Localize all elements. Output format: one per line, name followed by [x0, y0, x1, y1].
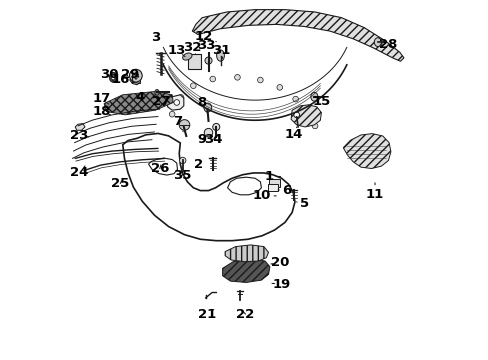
Circle shape [293, 112, 299, 118]
Text: 32: 32 [183, 41, 201, 54]
FancyBboxPatch shape [269, 179, 279, 186]
Text: 29: 29 [121, 68, 139, 81]
Text: 21: 21 [197, 307, 215, 320]
Polygon shape [130, 74, 140, 85]
Text: 25: 25 [111, 177, 129, 190]
Text: 27: 27 [151, 95, 173, 108]
Circle shape [179, 120, 189, 130]
Ellipse shape [216, 50, 224, 61]
Text: 18: 18 [92, 105, 111, 118]
FancyBboxPatch shape [188, 54, 201, 69]
Text: 15: 15 [312, 95, 330, 108]
Circle shape [276, 85, 282, 90]
Circle shape [190, 83, 196, 89]
Polygon shape [104, 91, 173, 115]
Text: 11: 11 [365, 183, 384, 201]
Text: 24: 24 [70, 166, 88, 179]
Text: 10: 10 [252, 189, 276, 202]
Text: 31: 31 [211, 44, 229, 58]
Circle shape [257, 77, 263, 83]
Text: 9: 9 [197, 133, 206, 146]
Text: 30: 30 [100, 68, 119, 81]
Text: 16: 16 [111, 73, 133, 86]
Text: 34: 34 [204, 133, 223, 146]
Polygon shape [75, 123, 85, 130]
Ellipse shape [374, 38, 381, 46]
Text: 1: 1 [264, 170, 280, 183]
Text: 20: 20 [270, 256, 288, 269]
Text: 26: 26 [150, 162, 169, 175]
Text: 2: 2 [194, 158, 212, 171]
Polygon shape [224, 245, 268, 262]
Ellipse shape [183, 53, 192, 60]
Circle shape [212, 123, 219, 130]
Ellipse shape [203, 103, 211, 112]
Text: 28: 28 [379, 38, 397, 51]
Text: 4: 4 [136, 91, 155, 104]
Text: 13: 13 [167, 44, 185, 57]
FancyBboxPatch shape [267, 184, 278, 191]
Text: 6: 6 [278, 184, 291, 197]
Text: 12: 12 [194, 30, 216, 43]
Circle shape [204, 57, 212, 64]
Ellipse shape [155, 90, 159, 95]
Text: 33: 33 [197, 39, 216, 56]
Text: 19: 19 [271, 278, 290, 291]
Text: 3: 3 [151, 31, 160, 55]
Circle shape [133, 73, 139, 78]
Ellipse shape [109, 72, 117, 82]
Text: 35: 35 [173, 169, 191, 182]
Circle shape [234, 75, 240, 80]
Circle shape [305, 110, 310, 115]
Polygon shape [167, 95, 183, 110]
Text: 14: 14 [284, 127, 303, 141]
Circle shape [179, 157, 185, 164]
Circle shape [178, 95, 183, 100]
Text: 23: 23 [70, 129, 88, 142]
Circle shape [129, 69, 142, 82]
Circle shape [169, 111, 175, 117]
Polygon shape [290, 105, 321, 127]
Circle shape [312, 123, 317, 129]
Text: 5: 5 [296, 198, 308, 211]
Text: 17: 17 [92, 92, 110, 105]
Circle shape [292, 96, 298, 102]
Text: 22: 22 [236, 307, 254, 320]
Polygon shape [192, 10, 403, 61]
Text: 7: 7 [173, 115, 183, 132]
Circle shape [209, 76, 215, 82]
Ellipse shape [111, 75, 115, 80]
Polygon shape [343, 134, 390, 168]
Ellipse shape [310, 93, 317, 101]
Text: 8: 8 [197, 96, 206, 112]
Polygon shape [222, 259, 269, 283]
Circle shape [174, 100, 179, 105]
Circle shape [204, 129, 212, 137]
